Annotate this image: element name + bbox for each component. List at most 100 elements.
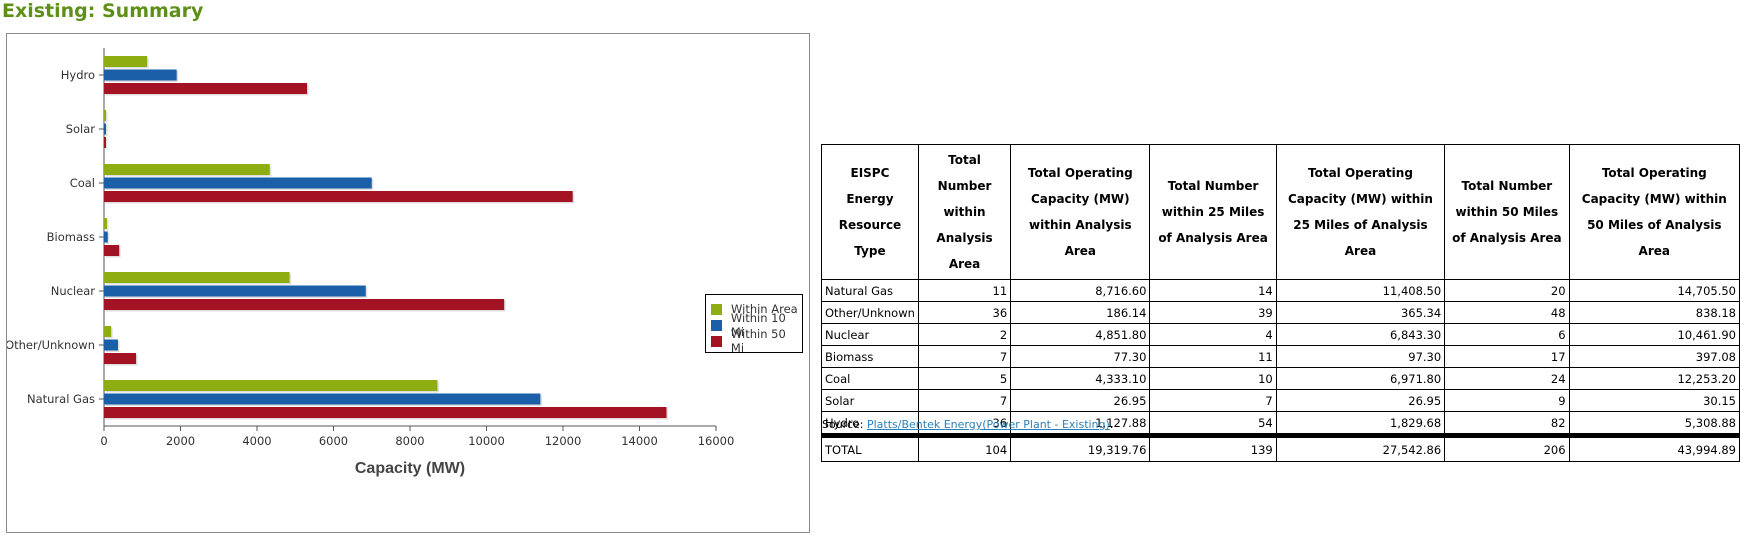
table-cell: 6 (1444, 323, 1570, 346)
bar-within-10-mi (104, 177, 372, 189)
table-row: Biomass 7 77.30 11 97.30 17 397.08 (821, 345, 1740, 368)
table-cell: 11 (1149, 345, 1277, 368)
table-row: Natural Gas 11 8,716.60 14 11,408.50 20 14,705… (821, 279, 1740, 302)
table-cell: 186.14 (1010, 301, 1151, 324)
bar-within-area (104, 110, 106, 121)
table-cell: 139 (1149, 433, 1277, 462)
summary-table: EISPC Energy Resource Type Total Number … (821, 144, 1740, 462)
bar-within-10-mi (104, 123, 106, 135)
table-cell: 10,461.90 (1568, 323, 1740, 346)
bar-within-area (104, 164, 270, 175)
bar-within-area (104, 272, 290, 283)
table-cell: 11,408.50 (1275, 279, 1446, 302)
table-cell: Biomass (821, 345, 919, 368)
bar-within-50-mi (104, 245, 120, 256)
table-cell: 5 (917, 367, 1012, 390)
x-tick-label: 2000 (166, 434, 195, 448)
legend-item-within-10-mi[interactable]: Within 10 Mi (711, 311, 802, 339)
column-header: Total Operating Capacity (MW) within 50 … (1568, 144, 1740, 280)
source-suffix: . (1109, 418, 1114, 431)
table-row: Nuclear 2 4,851.80 4 6,843.30 6 10,461.90 (821, 323, 1740, 346)
x-tick-label: 10000 (468, 434, 505, 448)
legend-swatch (711, 335, 722, 347)
table-cell: Nuclear (821, 323, 919, 346)
table-cell: 2 (917, 323, 1012, 346)
table-cell: 27,542.86 (1275, 433, 1446, 462)
source-prefix: Source: (822, 418, 867, 431)
bar-within-50-mi (104, 299, 505, 310)
table-row: Solar 7 26.95 7 26.95 9 30.15 (821, 389, 1740, 412)
table-cell: 97.30 (1275, 345, 1446, 368)
x-tick-label: 4000 (242, 434, 271, 448)
table-cell: 82 (1444, 411, 1570, 436)
x-tick-label: 0 (100, 434, 107, 448)
bar-within-area (104, 56, 148, 67)
x-tick-label: 12000 (545, 434, 582, 448)
table-cell: 206 (1444, 433, 1570, 462)
legend-swatch (711, 303, 722, 315)
legend-item-within-area[interactable]: Within Area (711, 301, 798, 317)
y-tick-label: Other/Unknown (7, 338, 95, 352)
table-cell: 1,829.68 (1275, 411, 1446, 436)
x-tick-label: 6000 (319, 434, 348, 448)
table-cell: 36 (917, 411, 1012, 436)
x-tick-label: 16000 (698, 434, 735, 448)
table-cell: Natural Gas (821, 279, 919, 302)
legend-label: Within Area (731, 302, 798, 316)
source-link[interactable]: Platts/Bentek Energy(Power Plant - Exist… (866, 418, 1110, 431)
table-cell: 54 (1149, 411, 1277, 436)
table-cell: 4 (1149, 323, 1277, 346)
bar-within-area (104, 218, 107, 229)
table-row: Coal 5 4,333.10 10 6,971.80 24 12,253.20 (821, 367, 1740, 390)
table-cell: 11 (917, 279, 1012, 302)
table-cell: 5,308.88 (1568, 411, 1740, 436)
source-note: Source: Platts/Bentek Energy(Power Plant… (822, 418, 1113, 431)
table-row: Hydro 36 1,127.88 54 1,829.68 82 5,308.88 (821, 411, 1740, 436)
column-header: Total Operating Capacity (MW) within 25 … (1275, 144, 1446, 280)
column-header: EISPC Energy Resource Type (821, 144, 919, 280)
bar-chart: 0 2000 4000 6000 8000 10000 12000 14000 16000 Cap… (7, 48, 735, 477)
column-header: Total Number within 50 Miles of Analysis… (1444, 144, 1570, 280)
bar-within-50-mi (104, 353, 137, 364)
table-cell: 39 (1149, 301, 1277, 324)
table-cell: 48 (1444, 301, 1570, 324)
column-header: Total Operating Capacity (MW) within Ana… (1010, 144, 1151, 280)
legend-item-within-50-mi[interactable]: Within 50 Mi (711, 327, 802, 355)
table-cell: 8,716.60 (1010, 279, 1151, 302)
table-cell: 397.08 (1568, 345, 1740, 368)
table-cell: Solar (821, 389, 919, 412)
table-cell: 26.95 (1275, 389, 1446, 412)
table-cell: 7 (917, 345, 1012, 368)
table-cell: 30.15 (1568, 389, 1740, 412)
table-cell: 26.95 (1010, 389, 1151, 412)
summary-table-container: EISPC Energy Resource Type Total Number … (821, 144, 1740, 462)
bar-within-50-mi (104, 137, 106, 148)
bar-within-10-mi (104, 285, 366, 297)
bar-within-area (104, 380, 438, 391)
bar-within-10-mi (104, 69, 177, 81)
table-cell: TOTAL (821, 433, 919, 462)
bar-shadow (105, 138, 108, 150)
table-cell: 14,705.50 (1568, 279, 1740, 302)
table-cell: 6,843.30 (1275, 323, 1446, 346)
bar-within-50-mi (104, 83, 308, 94)
column-header: Total Number within Analysis Area (917, 144, 1012, 280)
page-title: Existing: Summary (2, 0, 204, 22)
table-cell: 43,994.89 (1568, 433, 1740, 462)
table-cell: 365.34 (1275, 301, 1446, 324)
legend-label: Within 10 Mi (730, 311, 786, 339)
y-tick-label: Solar (66, 122, 96, 136)
table-cell: 838.18 (1568, 301, 1740, 324)
table-total-row: TOTAL 104 19,319.76 139 27,542.86 206 43,994.8… (821, 433, 1740, 462)
table-cell: 20 (1444, 279, 1570, 302)
table-cell: 4,333.10 (1010, 367, 1151, 390)
table-cell: 9 (1444, 389, 1570, 412)
bar-within-50-mi (104, 191, 573, 202)
bar-within-50-mi (104, 407, 667, 418)
y-tick-label: Coal (70, 176, 95, 190)
x-tick-label: 14000 (621, 434, 658, 448)
table-cell: 6,971.80 (1275, 367, 1446, 390)
table-cell: 4,851.80 (1010, 323, 1151, 346)
bar-shadow (105, 111, 108, 123)
y-tick-label: Natural Gas (27, 392, 95, 406)
